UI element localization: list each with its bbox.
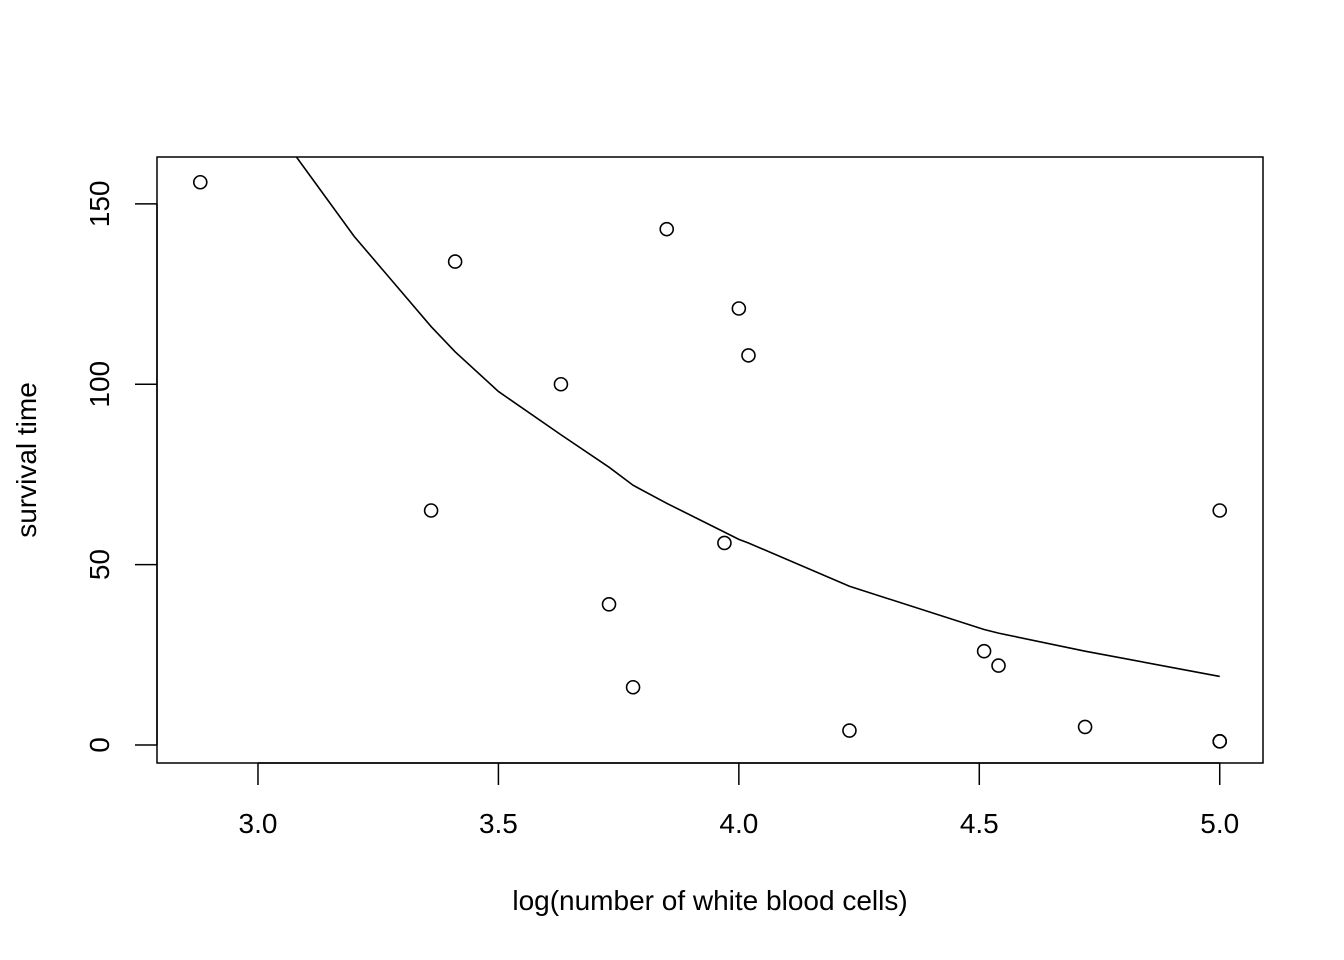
data-point — [601, 596, 617, 612]
y-axis: 0 50 100 150 — [84, 181, 158, 753]
points-layer — [192, 174, 1228, 749]
x-tick-label: 3.0 — [239, 808, 278, 839]
data-point — [447, 254, 463, 269]
x-tick-label: 4.5 — [960, 808, 999, 839]
x-axis: 3.0 3.5 4.0 4.5 5.0 — [239, 762, 1239, 839]
data-point — [1212, 734, 1228, 749]
data-point — [1077, 719, 1093, 735]
data-point — [1212, 503, 1228, 518]
data-point — [423, 503, 439, 518]
x-tick-label: 4.0 — [719, 808, 758, 839]
data-point — [741, 348, 756, 363]
data-point — [717, 535, 732, 551]
series-layer — [295, 157, 1220, 678]
data-point — [731, 301, 747, 316]
data-point — [625, 679, 641, 695]
y-tick-label: 0 — [84, 737, 115, 753]
plot-frame — [156, 156, 1264, 764]
x-axis-label: log(number of white blood cells) — [512, 885, 907, 916]
y-tick-label: 100 — [84, 361, 115, 408]
y-tick-label: 50 — [84, 549, 115, 580]
fitted-curve — [295, 157, 1220, 678]
data-point — [192, 174, 208, 190]
x-tick-label: 3.5 — [479, 808, 518, 839]
data-point — [659, 221, 675, 237]
y-axis-label: survival time — [11, 382, 42, 538]
x-tick-label: 5.0 — [1200, 808, 1239, 839]
data-point — [976, 643, 992, 659]
data-point — [842, 723, 857, 738]
data-point — [553, 376, 569, 392]
y-tick-label: 150 — [84, 181, 115, 228]
data-point — [991, 658, 1006, 673]
